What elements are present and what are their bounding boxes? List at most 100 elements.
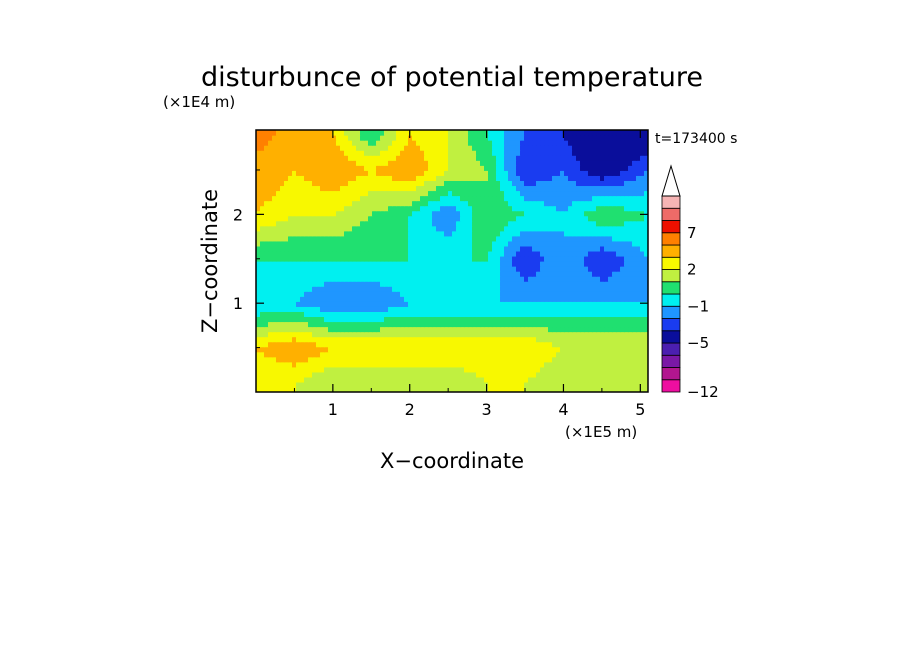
heatmap-cell <box>300 311 305 318</box>
heatmap-cell <box>548 381 553 388</box>
heatmap-cell <box>508 155 513 161</box>
heatmap-cell <box>408 170 413 176</box>
heatmap-cell <box>268 250 273 257</box>
heatmap-cell <box>276 220 281 227</box>
heatmap-cell <box>320 371 325 378</box>
heatmap-cell <box>336 200 341 207</box>
heatmap-cell <box>260 230 265 237</box>
heatmap-cell <box>512 301 517 307</box>
heatmap-cell <box>472 346 477 353</box>
heatmap-cell <box>332 381 337 388</box>
heatmap-cell <box>424 235 429 242</box>
heatmap-cell <box>308 301 313 307</box>
heatmap-cell <box>448 215 453 222</box>
heatmap-cell <box>288 351 293 358</box>
heatmap-cell <box>464 195 469 202</box>
heatmap-cell <box>448 230 453 237</box>
heatmap-cell <box>392 361 397 368</box>
heatmap-cell <box>328 195 333 202</box>
heatmap-cell <box>324 160 329 166</box>
heatmap-cell <box>408 351 413 358</box>
heatmap-cell <box>428 371 433 378</box>
heatmap-cell <box>504 346 509 353</box>
heatmap-cell <box>272 230 277 237</box>
heatmap-cell <box>520 306 525 312</box>
heatmap-cell <box>364 351 369 358</box>
heatmap-cell <box>392 135 397 141</box>
heatmap-cell <box>360 205 365 212</box>
heatmap-cell <box>404 205 409 212</box>
heatmap-cell <box>268 291 273 297</box>
heatmap-cell <box>588 155 593 161</box>
heatmap-cell <box>328 326 333 333</box>
heatmap-cell <box>580 215 585 222</box>
heatmap-cell <box>504 145 509 151</box>
heatmap-cell <box>368 386 373 392</box>
heatmap-cell <box>520 381 525 388</box>
heatmap-cell <box>316 210 321 217</box>
heatmap-cell <box>624 170 629 176</box>
heatmap-cell <box>624 271 629 277</box>
heatmap-cell <box>312 336 317 343</box>
heatmap-cell <box>544 266 549 272</box>
heatmap-cell <box>260 321 265 328</box>
heatmap-cell <box>556 235 561 242</box>
heatmap-cell <box>420 140 425 146</box>
heatmap-cell <box>532 200 537 207</box>
heatmap-cell <box>620 326 625 333</box>
heatmap-cell <box>264 301 269 307</box>
heatmap-cell <box>280 261 285 267</box>
heatmap-cell <box>552 306 557 312</box>
heatmap-cell <box>524 175 529 181</box>
heatmap-cell <box>564 316 569 323</box>
heatmap-cell <box>492 386 497 392</box>
heatmap-cell <box>464 296 469 302</box>
heatmap-cell <box>416 331 421 338</box>
heatmap-cell <box>264 311 269 318</box>
heatmap-cell <box>280 135 285 141</box>
heatmap-cell <box>256 175 261 181</box>
heatmap-cell <box>392 250 397 257</box>
heatmap-cell <box>572 225 577 232</box>
heatmap-cell <box>400 366 405 373</box>
heatmap-cell <box>548 210 553 217</box>
heatmap-cell <box>368 175 373 181</box>
heatmap-cell <box>432 271 437 277</box>
heatmap-cell <box>480 336 485 343</box>
heatmap-cell <box>276 281 281 287</box>
heatmap-cell <box>536 356 541 363</box>
heatmap-cell <box>372 376 377 383</box>
heatmap-cell <box>376 376 381 383</box>
heatmap-cell <box>312 205 317 212</box>
heatmap-cell <box>640 140 645 146</box>
heatmap-cell <box>268 205 273 212</box>
heatmap-cell <box>356 135 361 141</box>
heatmap-cell <box>488 140 493 146</box>
heatmap-cell <box>280 326 285 333</box>
heatmap-cell <box>456 276 461 282</box>
heatmap-cell <box>580 190 585 197</box>
heatmap-cell <box>456 180 461 187</box>
heatmap-cell <box>332 165 337 171</box>
heatmap-cell <box>624 346 629 353</box>
heatmap-cell <box>504 311 509 318</box>
heatmap-cell <box>388 266 393 272</box>
heatmap-cell <box>456 135 461 141</box>
heatmap-cell <box>560 316 565 323</box>
heatmap-cell <box>492 321 497 328</box>
heatmap-cell <box>336 205 341 212</box>
heatmap-cell <box>480 386 485 392</box>
heatmap-cell <box>592 220 597 227</box>
heatmap-cell <box>284 245 289 252</box>
heatmap-cell <box>568 195 573 202</box>
heatmap-cell <box>644 140 648 146</box>
heatmap-cell <box>596 341 601 348</box>
heatmap-cell <box>488 225 493 232</box>
heatmap-cell <box>336 235 341 242</box>
heatmap-cell <box>464 255 469 262</box>
heatmap-cell <box>408 296 413 302</box>
heatmap-cell <box>556 185 561 192</box>
heatmap-cell <box>288 220 293 227</box>
heatmap-cell <box>332 185 337 192</box>
heatmap-cell <box>420 296 425 302</box>
